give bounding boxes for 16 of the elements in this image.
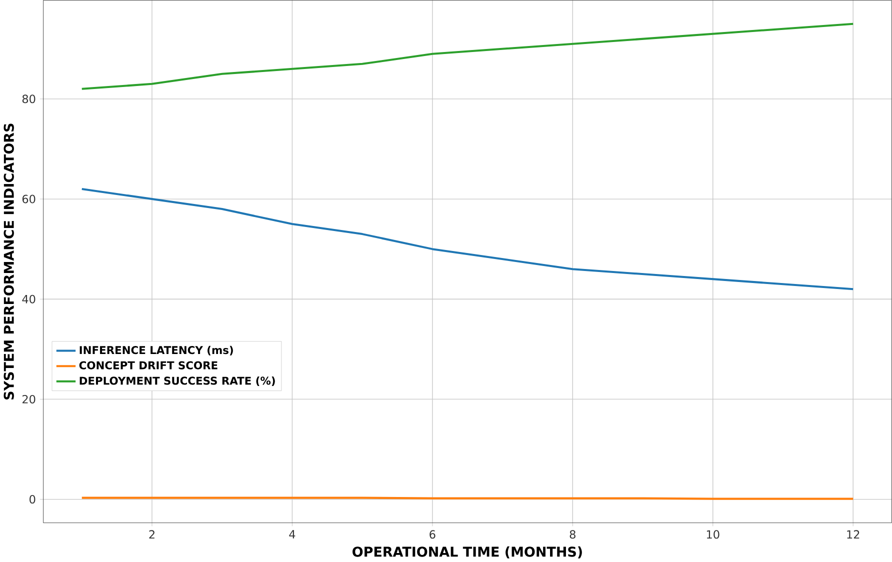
x-tick-label: 6 [430, 530, 436, 539]
x-tick-label: 12 [847, 530, 860, 538]
x-tick-label: 8 [570, 530, 576, 539]
y-tick-label: 80 [22, 94, 36, 104]
y-axis-title: SYSTEM PERFORMANCE INDICATORS [4, 124, 14, 400]
y-tick-label: 20 [22, 394, 36, 404]
y-tick-label: 60 [22, 194, 36, 204]
x-axis-title: OPERATIONAL TIME (MONTHS) [352, 546, 582, 558]
x-tick-label: 10 [706, 530, 720, 539]
y-tick-label: 40 [22, 294, 36, 304]
legend-label: CONCEPT DRIFT SCORE [79, 361, 218, 370]
legend-label: DEPLOYMENT SUCCESS RATE (%) [80, 376, 275, 386]
x-tick-label: 2 [149, 530, 154, 538]
x-tick-label: 4 [289, 530, 296, 538]
legend-label: INFERENCE LATENCY (ms) [80, 346, 233, 356]
y-tick-label: 0 [30, 494, 36, 504]
